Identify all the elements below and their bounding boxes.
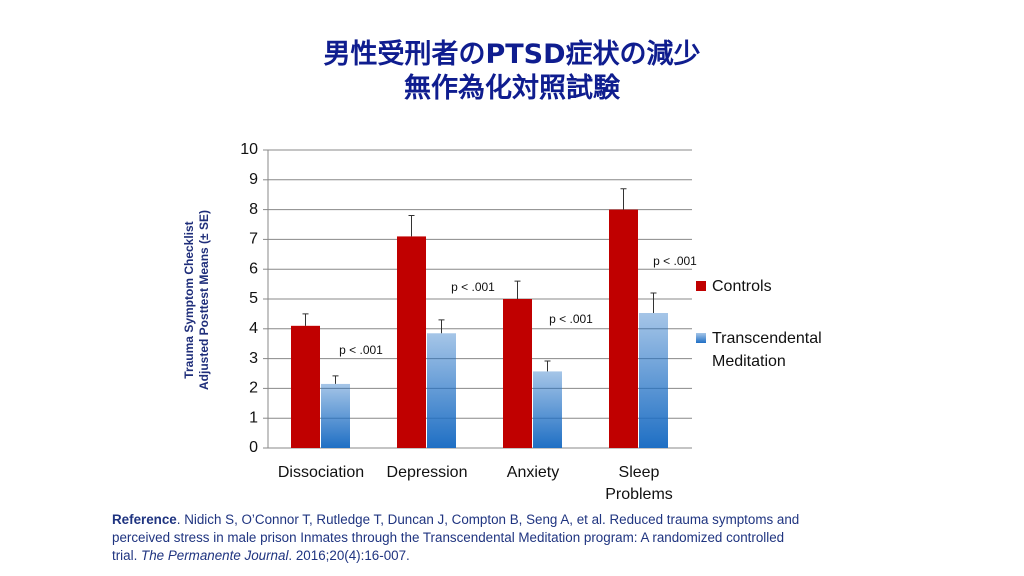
y-tick-label: 6	[249, 260, 258, 277]
bar	[397, 236, 426, 448]
legend-label: Transcendental Meditation	[712, 330, 822, 370]
y-tick-label: 2	[249, 380, 258, 397]
x-tick-label: Sleep Problems	[605, 464, 673, 503]
bar	[639, 313, 668, 448]
bar	[533, 371, 562, 448]
reference-text: . 2016;20(4):16-007.	[288, 548, 410, 563]
reference-text: . Nidich S, O’Connor T, Rutledge T, Dunc…	[112, 512, 800, 563]
error-bar	[438, 319, 445, 334]
bar	[503, 299, 532, 448]
error-bar	[332, 375, 339, 384]
error-bar	[302, 313, 309, 326]
y-axis-label: Trauma Symptom Checklist	[182, 221, 196, 378]
legend-label: Controls	[712, 278, 772, 295]
bar	[291, 325, 320, 448]
legend-entry: Controls	[696, 275, 862, 298]
annotation: p < .001	[653, 254, 697, 268]
annotation: p < .001	[549, 312, 593, 326]
reference-journal: The Permanente Journal	[141, 548, 289, 563]
legend-swatch	[696, 281, 706, 291]
y-tick-label: 0	[249, 439, 258, 456]
x-tick-label: Anxiety	[506, 464, 560, 481]
y-tick-label: 3	[249, 350, 258, 367]
error-bar	[620, 188, 627, 210]
y-axis-label: Adjusted Posttest Means (± SE)	[197, 210, 211, 390]
error-bar	[650, 292, 657, 314]
annotation: p < .001	[339, 343, 383, 357]
y-tick-label: 8	[249, 201, 258, 218]
error-bar	[544, 360, 551, 372]
y-tick-label: 9	[249, 171, 258, 188]
y-tick-label: 7	[249, 231, 258, 248]
x-tick-label: Depression	[386, 464, 468, 481]
x-tick-label: Dissociation	[277, 464, 365, 481]
title-line: 男性受刑者のPTSD症状の減少	[323, 39, 701, 70]
y-tick-label: 10	[240, 141, 258, 158]
annotation: p < .001	[451, 280, 495, 294]
bar	[609, 209, 638, 448]
error-bar	[514, 280, 521, 299]
y-tick-label: 4	[249, 320, 258, 337]
bar	[427, 333, 456, 448]
reference-label: Reference	[112, 512, 177, 527]
legend-swatch	[696, 333, 706, 343]
bar	[321, 383, 350, 448]
error-bar	[408, 215, 415, 237]
reference: Reference. Nidich S, O’Connor T, Rutledg…	[112, 511, 812, 565]
title: 男性受刑者のPTSD症状の減少 無作為化対照試験	[0, 38, 1024, 106]
title-line: 無作為化対照試験	[404, 73, 620, 104]
y-tick-label: 5	[249, 290, 258, 307]
y-tick-label: 1	[249, 409, 258, 426]
legend-entry: Transcendental Meditation	[696, 327, 862, 373]
